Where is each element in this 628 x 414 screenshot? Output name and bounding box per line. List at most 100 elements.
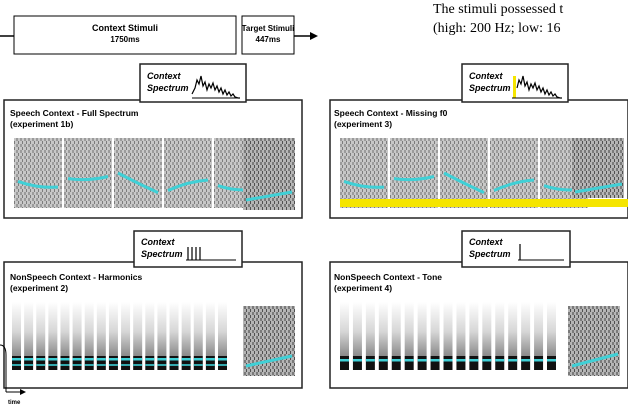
tone-trace-mark: [534, 359, 544, 362]
harmonic-trace-mark: [72, 358, 82, 361]
panel-title: Speech Context - Missing f0: [334, 108, 448, 118]
tone-trace-mark: [365, 359, 375, 362]
harmonic-bar-base: [193, 356, 203, 370]
harmonic-trace-mark: [48, 364, 58, 366]
spectrogram-segment: [64, 138, 112, 208]
harmonic-bar-base: [508, 356, 518, 370]
spectrogram-segment-shade: [440, 138, 488, 208]
harmonic-bar-base: [352, 356, 362, 370]
harmonic-bar-base: [60, 356, 70, 370]
formant-trace: [117, 171, 159, 194]
harmonic-trace-mark: [121, 364, 131, 366]
target-stimuli-duration: 447ms: [256, 35, 281, 44]
tone-trace-mark: [521, 359, 531, 362]
speech-spectrum-waveform: [191, 75, 240, 99]
target-formant-trace: [245, 190, 293, 202]
spectrogram-segments: [340, 138, 588, 208]
spectrum-label-context: Context: [469, 71, 504, 81]
tone-trace-mark: [340, 359, 349, 362]
harmonic-bar: [378, 302, 388, 356]
spectrum-label-spectrum: Spectrum: [469, 83, 511, 93]
spectrum-label-context: Context: [141, 237, 176, 247]
tone-trace-mark: [352, 359, 362, 362]
harmonic-trace-mark: [12, 358, 21, 361]
harmonic-bar-base: [482, 356, 492, 370]
harmonic-bar: [404, 302, 414, 356]
harmonic-bar: [181, 302, 191, 356]
target-formant-trace: [245, 354, 293, 368]
harmonic-bar-base: [391, 356, 401, 370]
harmonic-trace-mark: [84, 358, 94, 361]
tone-bars: [340, 302, 556, 370]
context-spectrum-box: Context Spectrum: [139, 63, 247, 103]
harmonic-bar: [145, 302, 155, 356]
harmonic-trace-mark: [157, 358, 167, 361]
harmonic-trace-mark: [181, 358, 191, 361]
harmonic-trace-mark: [133, 358, 143, 361]
harmonic-trace-mark: [169, 364, 179, 366]
speech-spectrum-waveform: [516, 75, 562, 99]
timeline-arrow-head: [310, 32, 318, 40]
harmonic-trace-mark: [24, 358, 34, 361]
spectrum-label-spectrum: Spectrum: [141, 249, 183, 259]
harmonic-bar: [521, 302, 531, 356]
harmonic-bar: [482, 302, 492, 356]
context-spectrum-box: Context Spectrum: [461, 63, 569, 103]
harmonic-trace-mark: [218, 364, 227, 366]
spectrogram-segment-shade: [340, 138, 388, 208]
harmonic-trace-mark: [169, 358, 179, 361]
target-formant-trace: [574, 182, 623, 194]
harmonic-trace-mark: [133, 364, 143, 366]
context-stimuli-label: Context Stimuli: [92, 23, 158, 33]
harmonic-bar: [12, 302, 21, 356]
tone-trace-mark: [482, 359, 492, 362]
harmonic-trace-mark: [157, 364, 167, 366]
caption-line-1: The stimuli possessed t: [433, 2, 564, 17]
spectrum-label-context: Context: [469, 237, 504, 247]
harmonic-bar-base: [12, 356, 21, 370]
harmonic-trace-mark: [36, 358, 46, 361]
harmonic-bar: [48, 302, 58, 356]
tone-trace-mark: [456, 359, 466, 362]
harmonic-bar-base: [205, 356, 215, 370]
spectrum-label-spectrum: Spectrum: [147, 83, 189, 93]
panel-speech-full: Speech Context - Full Spectrum (experime…: [3, 63, 303, 219]
harmonic-bars: [12, 302, 227, 370]
spectrogram-segment-shade: [390, 138, 438, 208]
harmonic-trace-mark: [193, 364, 203, 366]
target-stimuli-label: Target Stimuli: [242, 24, 295, 33]
tone-trace-mark: [404, 359, 414, 362]
panel-title: NonSpeech Context - Harmonics: [10, 272, 143, 282]
harmonic-bar-base: [145, 356, 155, 370]
harmonic-trace-mark: [193, 358, 203, 361]
formant-trace: [67, 175, 109, 182]
caption-line-2: (high: 200 Hz; low: 16: [433, 21, 561, 36]
spectrogram-segments: [14, 138, 262, 208]
missing-f0-marker: [513, 76, 516, 98]
harmonic-trace-mark: [12, 364, 21, 366]
context-spectrum-box: Context Spectrum: [133, 230, 243, 268]
harmonic-bar-base: [340, 356, 349, 370]
tone-trace-mark: [547, 359, 556, 362]
harmonic-trace-mark: [84, 364, 94, 366]
harmonic-bar-base: [157, 356, 167, 370]
harmonic-bar-base: [417, 356, 427, 370]
panel-subtitle: (experiment 2): [10, 283, 68, 293]
harmonic-bar-base: [547, 356, 556, 370]
harmonic-bar-base: [521, 356, 531, 370]
harmonic-bar: [36, 302, 46, 356]
spectrogram-segment: [164, 138, 212, 208]
harmonic-trace-mark: [60, 358, 70, 361]
harmonic-bar-base: [456, 356, 466, 370]
harmonic-bar-base: [96, 356, 106, 370]
harmonic-bar: [340, 302, 349, 356]
panel-subtitle: (experiment 3): [334, 119, 392, 129]
harmonic-bar: [96, 302, 106, 356]
harmonic-bar: [121, 302, 131, 356]
harmonic-bar-base: [404, 356, 414, 370]
harmonic-bar: [534, 302, 544, 356]
harmonic-bar-base: [443, 356, 453, 370]
spectrogram-segment: [490, 138, 538, 208]
harmonic-trace-mark: [145, 358, 155, 361]
spectrogram-segment: [14, 138, 62, 208]
